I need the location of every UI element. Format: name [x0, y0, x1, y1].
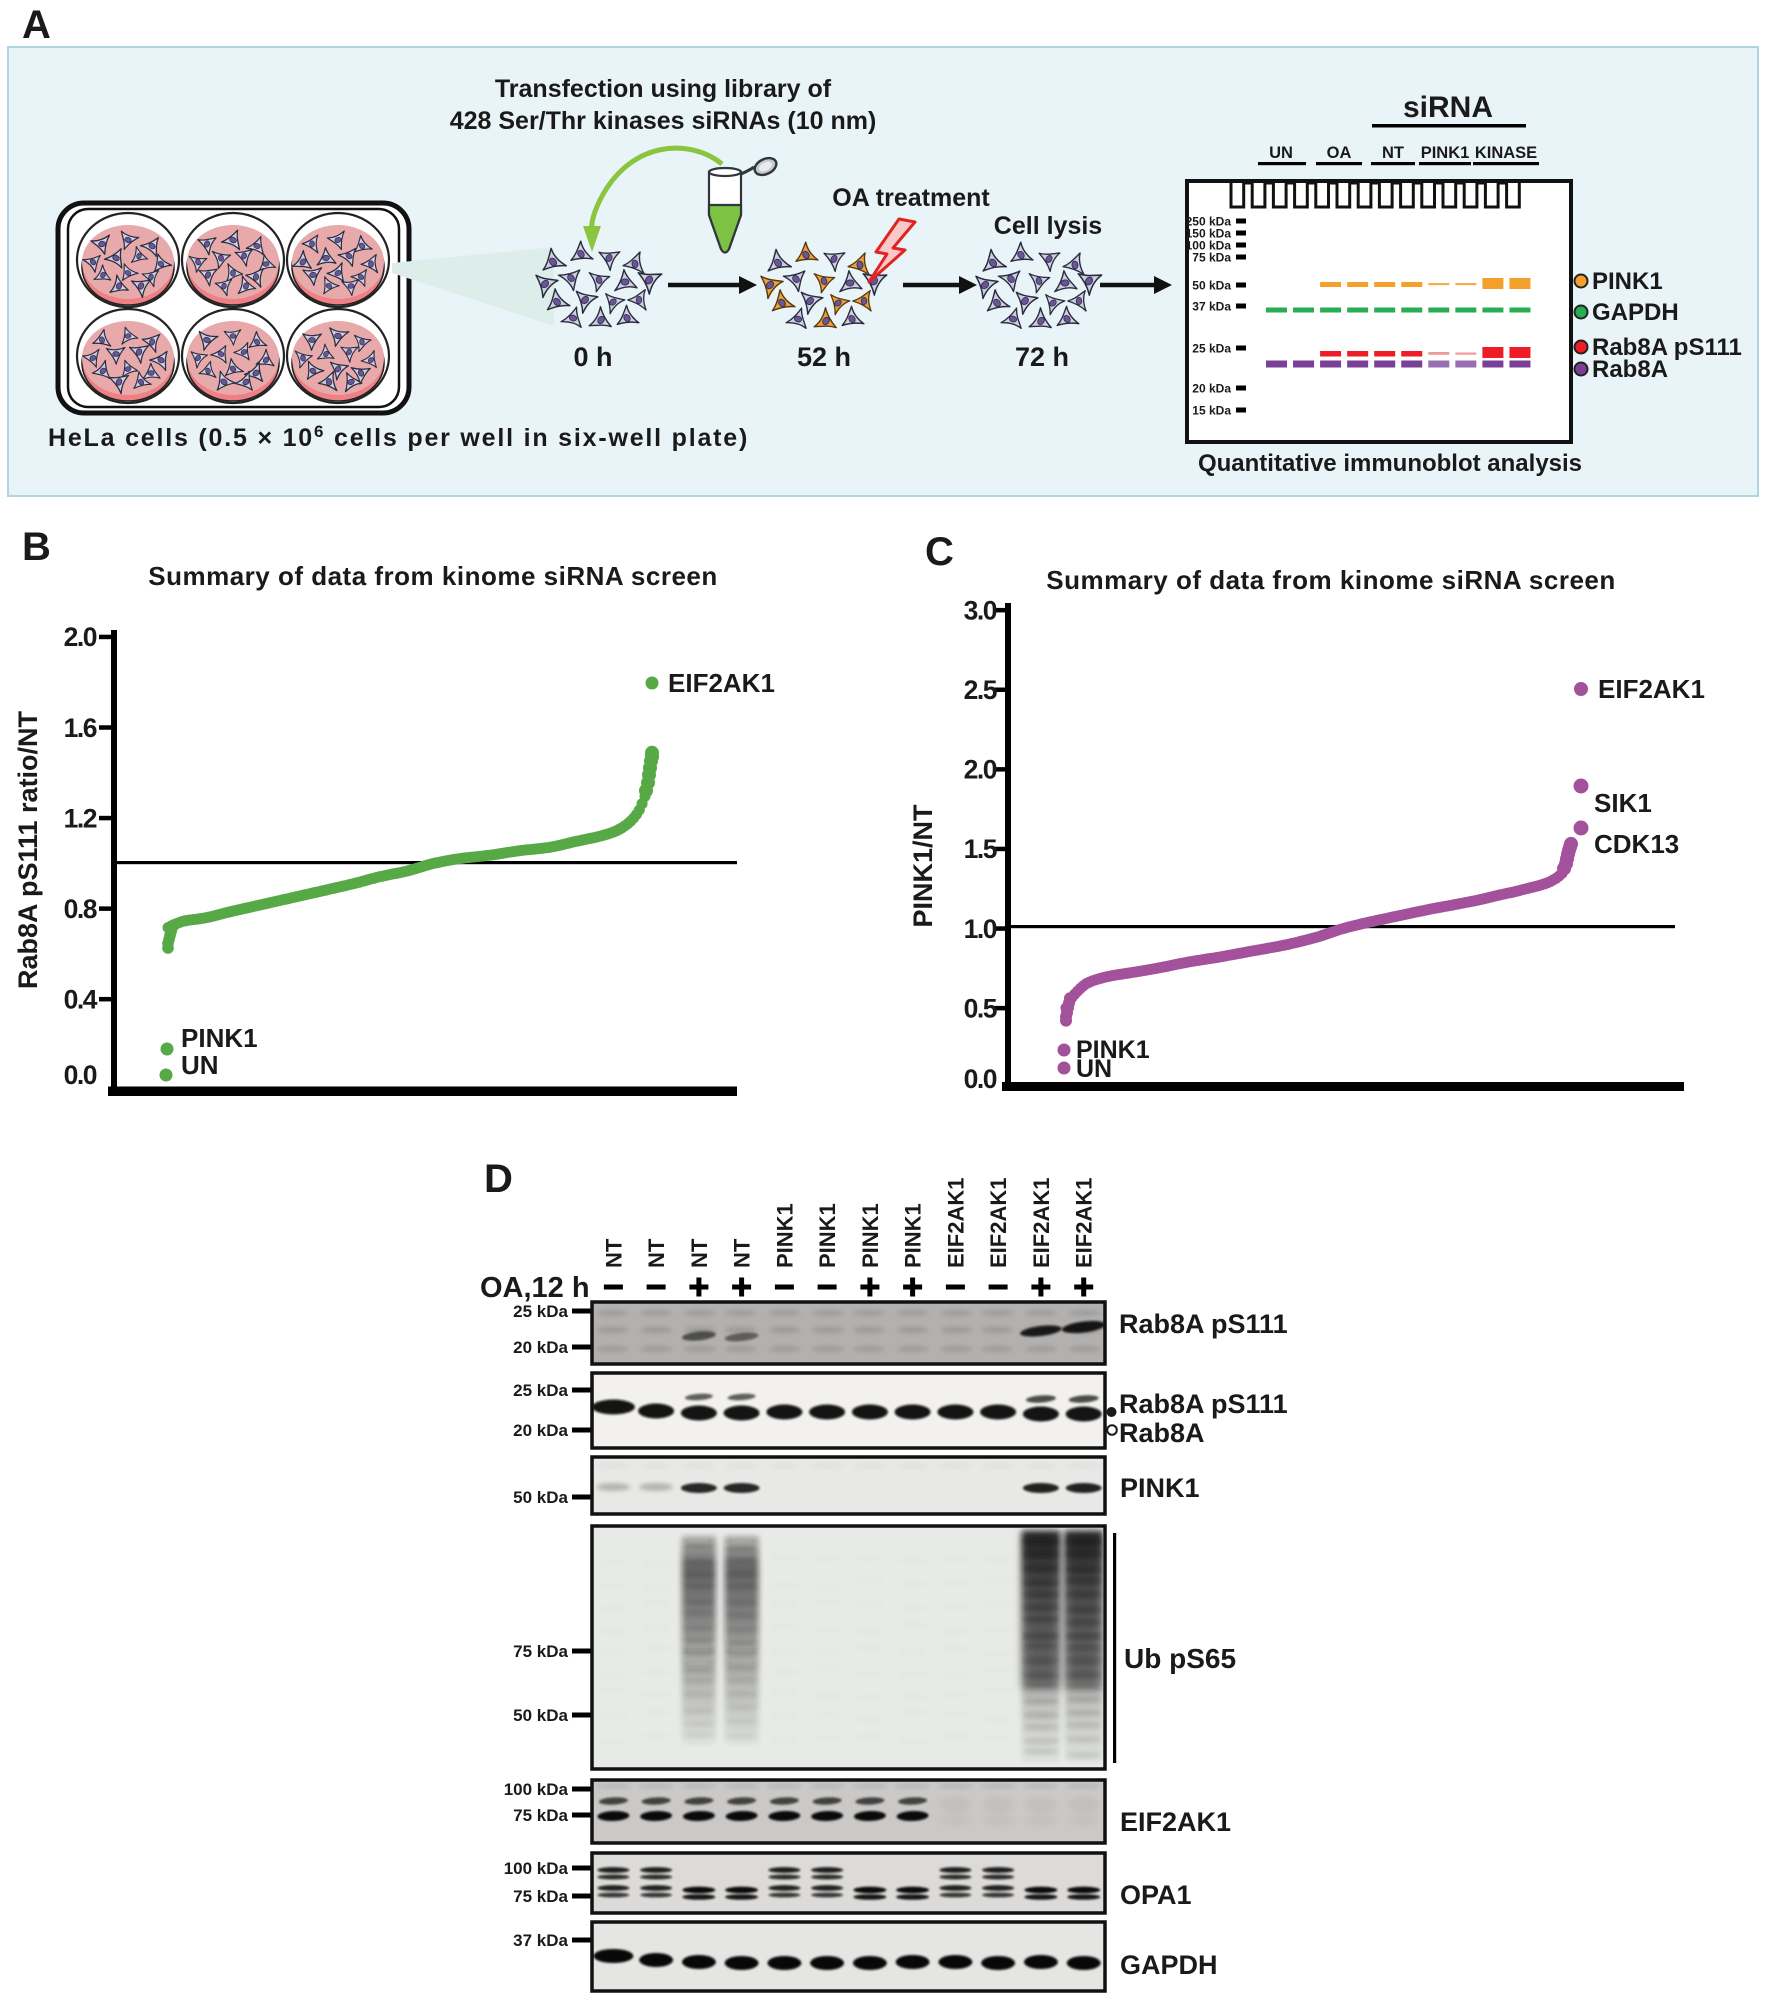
- svg-text:PINK1: PINK1: [1421, 144, 1470, 162]
- svg-text:PINK1: PINK1: [772, 1203, 797, 1268]
- svg-text:UN: UN: [1269, 144, 1293, 162]
- svg-text:100 kDa: 100 kDa: [504, 1780, 569, 1799]
- svg-text:EIF2AK1: EIF2AK1: [1072, 1178, 1097, 1268]
- svg-text:OPA1: OPA1: [1120, 1880, 1192, 1910]
- svg-text:HeLa cells (0.5 × 106 cells pe: HeLa cells (0.5 × 106 cells per well in …: [48, 422, 749, 452]
- svg-text:EIF2AK1: EIF2AK1: [668, 668, 775, 698]
- svg-text:Rab8A pS111 ratio/NT: Rab8A pS111 ratio/NT: [13, 710, 43, 989]
- svg-text:PINK1: PINK1: [858, 1203, 883, 1268]
- svg-text:Summary of data from kinome si: Summary of data from kinome siRNA screen: [1046, 565, 1616, 595]
- svg-text:1.0: 1.0: [964, 914, 997, 944]
- svg-text:Rab8A pS111: Rab8A pS111: [1119, 1389, 1288, 1419]
- svg-text:PINK1: PINK1: [1120, 1473, 1200, 1503]
- svg-text:25 kDa: 25 kDa: [513, 1381, 568, 1400]
- svg-text:Transfection using library of: Transfection using library of: [495, 75, 832, 103]
- svg-text:PINK1: PINK1: [181, 1023, 258, 1053]
- svg-text:EIF2AK1: EIF2AK1: [943, 1178, 968, 1268]
- svg-text:Rab8A: Rab8A: [1119, 1418, 1205, 1448]
- svg-text:NT: NT: [730, 1238, 755, 1268]
- svg-text:75 kDa: 75 kDa: [513, 1806, 568, 1825]
- svg-text:Summary of data from kinome si: Summary of data from kinome siRNA screen: [148, 561, 718, 591]
- svg-text:EIF2AK1: EIF2AK1: [986, 1178, 1011, 1268]
- svg-text:Ub pS65: Ub pS65: [1124, 1643, 1236, 1674]
- svg-text:UN: UN: [1076, 1055, 1112, 1083]
- svg-text:75 kDa: 75 kDa: [513, 1887, 568, 1906]
- svg-text:siRNA: siRNA: [1403, 91, 1493, 124]
- svg-text:Quantitative immunoblot analys: Quantitative immunoblot analysis: [1198, 450, 1582, 477]
- svg-text:3.0: 3.0: [964, 595, 997, 625]
- svg-text:CDK13: CDK13: [1594, 829, 1679, 859]
- svg-text:PINK1: PINK1: [901, 1203, 926, 1268]
- svg-text:NT: NT: [601, 1238, 626, 1268]
- svg-text:0.0: 0.0: [64, 1060, 97, 1090]
- svg-text:PINK1: PINK1: [815, 1203, 840, 1268]
- svg-text:15 kDa: 15 kDa: [1192, 404, 1231, 418]
- svg-text:1.5: 1.5: [964, 834, 997, 864]
- svg-text:0.5: 0.5: [964, 993, 997, 1023]
- svg-text:SIK1: SIK1: [1594, 788, 1652, 818]
- svg-text:25 kDa: 25 kDa: [1192, 342, 1231, 356]
- svg-text:GAPDH: GAPDH: [1120, 1950, 1218, 1980]
- svg-text:NT: NT: [1382, 144, 1404, 162]
- svg-text:100 kDa: 100 kDa: [504, 1859, 569, 1878]
- svg-text:20 kDa: 20 kDa: [1192, 382, 1231, 396]
- svg-text:EIF2AK1: EIF2AK1: [1120, 1807, 1231, 1837]
- svg-text:NT: NT: [687, 1238, 712, 1268]
- svg-text:EIF2AK1: EIF2AK1: [1029, 1178, 1054, 1268]
- svg-text:PINK1: PINK1: [1592, 268, 1663, 295]
- svg-text:50 kDa: 50 kDa: [513, 1706, 568, 1725]
- svg-text:37 kDa: 37 kDa: [1192, 300, 1231, 314]
- svg-text:1.6: 1.6: [64, 713, 97, 743]
- svg-text:OA,12 h: OA,12 h: [480, 1272, 590, 1304]
- svg-text:0.8: 0.8: [64, 894, 97, 924]
- svg-text:OA treatment: OA treatment: [832, 184, 990, 212]
- svg-text:50 kDa: 50 kDa: [1192, 279, 1231, 293]
- svg-text:UN: UN: [181, 1050, 219, 1080]
- svg-text:100 kDa: 100 kDa: [1186, 239, 1232, 253]
- svg-text:150 kDa: 150 kDa: [1186, 227, 1232, 241]
- svg-text:PINK1: PINK1: [1076, 1036, 1150, 1064]
- svg-text:75 kDa: 75 kDa: [1192, 251, 1231, 265]
- svg-text:72 h: 72 h: [1015, 342, 1069, 372]
- svg-text:20 kDa: 20 kDa: [513, 1338, 568, 1357]
- svg-text:0.4: 0.4: [64, 984, 98, 1014]
- svg-text:D: D: [484, 1157, 513, 1201]
- svg-text:PINK1/NT: PINK1/NT: [908, 804, 938, 928]
- svg-text:A: A: [22, 3, 51, 47]
- svg-text:C: C: [925, 530, 954, 574]
- svg-text:1.2: 1.2: [64, 803, 97, 833]
- svg-text:428 Ser/Thr kinases siRNAs (1: 428 Ser/Thr kinases siRNAs (10 nm): [450, 107, 877, 135]
- svg-text:50 kDa: 50 kDa: [513, 1488, 568, 1507]
- svg-text:KINASE: KINASE: [1475, 144, 1537, 162]
- svg-text:Rab8A pS111: Rab8A pS111: [1119, 1309, 1288, 1339]
- svg-text:2.5: 2.5: [964, 675, 997, 705]
- svg-text:0 h: 0 h: [573, 342, 612, 372]
- svg-text:GAPDH: GAPDH: [1592, 299, 1679, 326]
- svg-text:OA: OA: [1327, 144, 1352, 162]
- svg-text:NT: NT: [644, 1238, 669, 1268]
- svg-text:EIF2AK1: EIF2AK1: [1598, 674, 1705, 704]
- svg-text:37 kDa: 37 kDa: [513, 1931, 568, 1950]
- svg-text:0.0: 0.0: [964, 1064, 997, 1094]
- svg-text:20 kDa: 20 kDa: [513, 1421, 568, 1440]
- svg-text:250 kDa: 250 kDa: [1186, 215, 1232, 229]
- svg-text:B: B: [22, 525, 51, 569]
- svg-text:2.0: 2.0: [64, 622, 97, 652]
- svg-text:Rab8A pS111: Rab8A pS111: [1592, 334, 1742, 361]
- svg-text:2.0: 2.0: [964, 755, 997, 785]
- svg-text:Rab8A: Rab8A: [1592, 356, 1668, 383]
- svg-text:25 kDa: 25 kDa: [513, 1302, 568, 1321]
- svg-text:Cell lysis: Cell lysis: [994, 212, 1102, 240]
- svg-text:52 h: 52 h: [797, 342, 851, 372]
- svg-text:75 kDa: 75 kDa: [513, 1642, 568, 1661]
